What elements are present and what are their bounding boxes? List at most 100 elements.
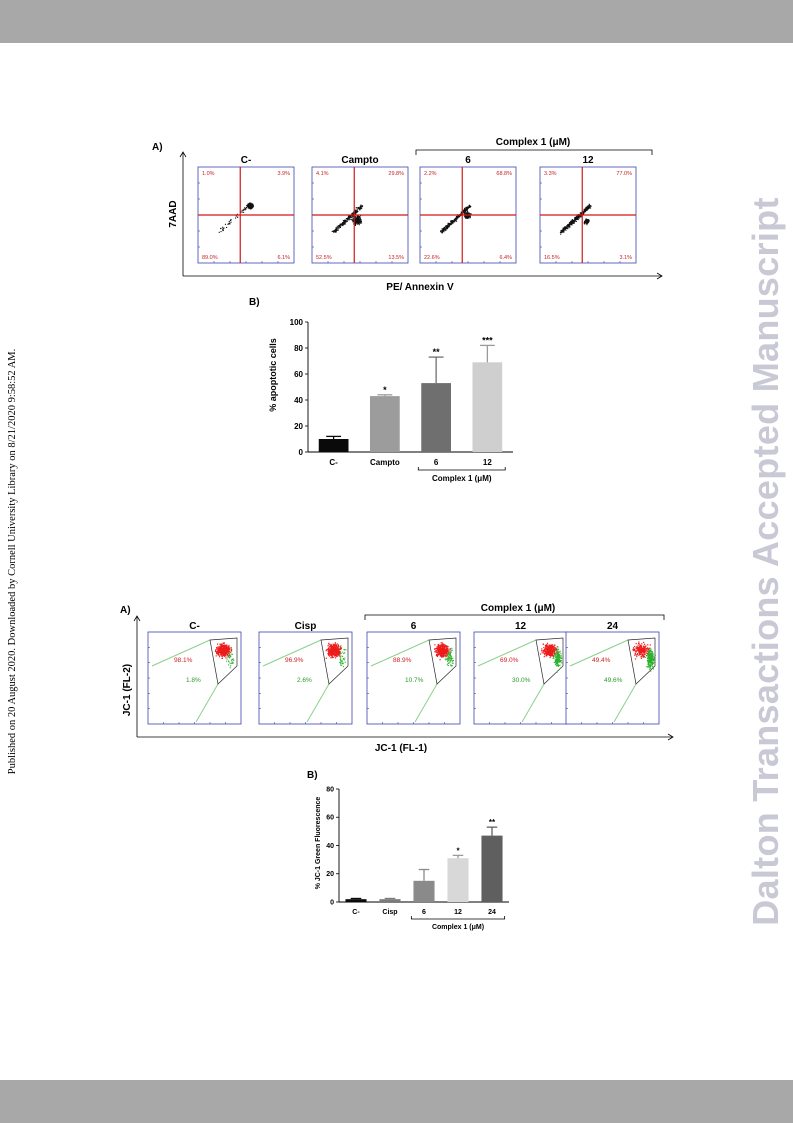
- jc1-green-event: [339, 662, 341, 664]
- jc1-green-event: [649, 653, 651, 655]
- jc1-green-event: [650, 661, 652, 663]
- jc1-red-event: [438, 648, 440, 650]
- jc1-red-event: [440, 647, 442, 649]
- jc1-green-event: [446, 659, 448, 661]
- jc1-red-event: [217, 653, 219, 655]
- dot-event: [341, 223, 343, 225]
- jc1-red-event: [222, 649, 224, 651]
- dot-event: [443, 227, 445, 229]
- jc1-red-event: [225, 646, 227, 648]
- jc1-red-event: [641, 643, 643, 645]
- jc1-green-event: [340, 659, 342, 661]
- jc1-red-event: [337, 652, 339, 654]
- dot-event: [565, 227, 567, 229]
- jc1-red-event: [549, 654, 551, 656]
- jc1-red-event: [440, 644, 442, 646]
- jc1-green-event: [555, 653, 557, 655]
- jc1-green-event: [556, 657, 558, 659]
- jc1-red-event: [441, 650, 443, 652]
- jc1-red-event: [437, 645, 440, 647]
- jc1-red-event: [635, 654, 637, 656]
- jc1-green-event: [649, 662, 651, 664]
- jc1-red-event: [330, 653, 332, 655]
- dot-event: [236, 213, 238, 215]
- dot-event: [569, 222, 571, 224]
- dot-event: [564, 226, 566, 228]
- dot-event: [575, 218, 577, 220]
- jc1-red-event: [228, 646, 230, 648]
- jc1-red-event: [544, 650, 546, 652]
- dot-event: [243, 208, 245, 210]
- jc1-red-event: [639, 648, 641, 650]
- dot-event: [345, 218, 347, 220]
- jc1-red-event: [545, 652, 547, 654]
- jc1-green-event: [556, 663, 558, 665]
- quadrant-bottom-right-value: 3.1%: [619, 255, 632, 261]
- dot-event: [469, 206, 471, 208]
- dot-event: [344, 221, 346, 223]
- jc1-red-event: [336, 645, 338, 647]
- jc1-red-event: [340, 648, 342, 650]
- jc1-red-event: [643, 650, 645, 652]
- dot-event: [467, 208, 469, 210]
- jc1-green-event: [650, 661, 652, 663]
- jc1-red-event: [550, 645, 552, 647]
- jc1-red-event: [545, 655, 547, 657]
- dot-event: [360, 205, 362, 207]
- jc1-red-event: [552, 655, 554, 657]
- jc1-green-event: [652, 655, 654, 657]
- jc1-green-event: [447, 654, 449, 656]
- dot-event: [242, 209, 244, 211]
- jc1-red-event: [225, 650, 227, 652]
- jc1-red-event: [217, 647, 220, 649]
- quadrant-top-right-value: 29.8%: [388, 171, 404, 177]
- jc1-red-event: [227, 648, 229, 650]
- dot-event: [464, 212, 466, 214]
- jc1-green-event: [650, 659, 652, 661]
- dot-event: [355, 210, 357, 212]
- jc1-red-event: [553, 645, 555, 647]
- jc1-red-event: [333, 653, 335, 655]
- jc1-red-event: [639, 645, 641, 647]
- jc1-red-event: [438, 654, 440, 656]
- fig2-flow-panels: C- 98.1% 1.8% Cisp 96.9% 2.6% 6 88.9% 10.7% 12 69.…: [147, 621, 660, 725]
- dot-event: [358, 223, 360, 225]
- jc1-red-event: [219, 649, 221, 651]
- jc1-green-event: [554, 654, 556, 656]
- dot-event: [357, 215, 359, 217]
- jc1-red-event: [228, 647, 230, 649]
- jc1-green-event: [230, 656, 232, 658]
- dot-event: [457, 216, 459, 218]
- quadrant-bottom-left-value: 22.6%: [424, 255, 440, 261]
- jc1-green-events: [552, 646, 563, 673]
- dot-event: [585, 220, 587, 222]
- dot-event: [354, 217, 356, 219]
- jc1-green-event: [446, 657, 448, 659]
- jc1-red-event: [335, 644, 337, 646]
- dot-event: [466, 212, 468, 214]
- jc1-green-event: [557, 658, 559, 660]
- jc1-red-event: [223, 652, 225, 654]
- jc1-green-event: [648, 668, 650, 670]
- dot-event: [566, 225, 568, 227]
- jc1-red-event: [545, 647, 547, 649]
- dot-event: [585, 220, 587, 222]
- dot-event: [588, 203, 590, 205]
- jc1-green-event: [647, 653, 649, 655]
- dot-event: [456, 217, 458, 219]
- jc1-red-event: [556, 646, 558, 648]
- dot-event: [576, 218, 578, 220]
- dot-event: [351, 219, 353, 221]
- jc1-red-event: [645, 645, 647, 647]
- dot-event: [355, 216, 357, 218]
- dot-event: [440, 230, 442, 232]
- dot-event: [586, 218, 588, 220]
- jc1-red-event: [441, 648, 443, 650]
- dot-event: [361, 206, 363, 208]
- dot-event: [354, 213, 356, 215]
- dot-event: [450, 224, 452, 226]
- dot-event: [456, 218, 458, 220]
- dot-event: [222, 228, 224, 230]
- dot-event: [355, 207, 357, 209]
- jc1-gate-line: [370, 639, 430, 667]
